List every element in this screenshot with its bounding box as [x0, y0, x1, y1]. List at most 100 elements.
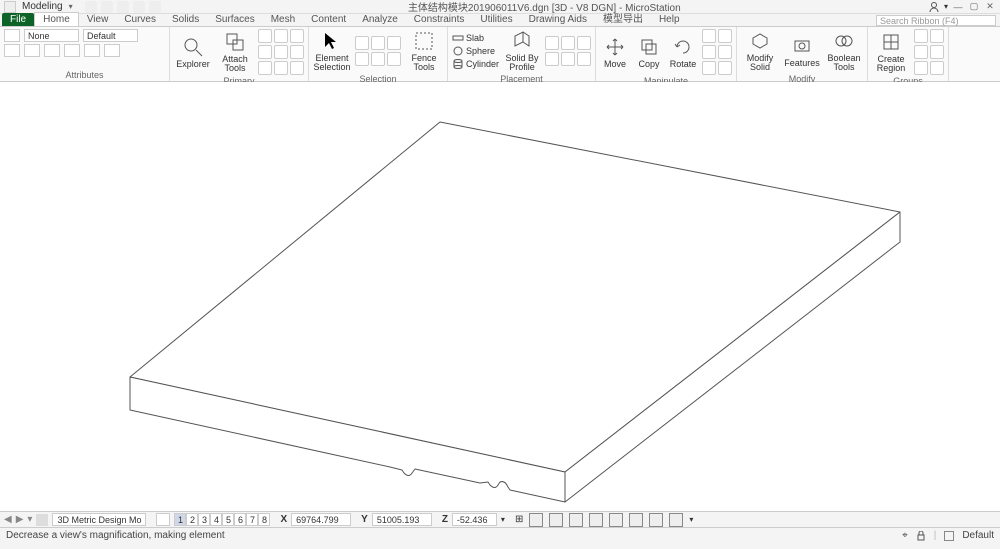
sel-rect-icon[interactable] [355, 36, 369, 50]
manip-tool-3[interactable] [702, 45, 716, 59]
view-cube-8[interactable] [669, 513, 683, 527]
view-num-5[interactable]: 5 [222, 513, 234, 526]
view-num-1[interactable]: 1 [174, 513, 186, 526]
manip-tool-6[interactable] [718, 61, 732, 75]
groups-tool-1[interactable] [914, 29, 928, 43]
view-num-6[interactable]: 6 [234, 513, 246, 526]
tab-analyze[interactable]: Analyze [354, 13, 406, 26]
primary-tool-9[interactable] [290, 61, 304, 75]
color-picker[interactable] [4, 44, 20, 57]
accudraw-icon[interactable]: ⊞ [515, 514, 523, 525]
view-canvas[interactable] [0, 82, 1000, 511]
tab-home[interactable]: Home [34, 12, 79, 26]
y-coord[interactable]: 51005.193 [372, 513, 432, 526]
sel-block-icon[interactable] [371, 52, 385, 66]
class-picker[interactable] [64, 44, 80, 57]
attach-tools-button[interactable]: Attach Tools [216, 30, 254, 74]
level-dropdown[interactable]: None [24, 29, 79, 42]
x-coord[interactable]: 69764.799 [291, 513, 351, 526]
tab-utilities[interactable]: Utilities [472, 13, 520, 26]
primary-tool-4[interactable] [258, 45, 272, 59]
view-num-8[interactable]: 8 [258, 513, 270, 526]
groups-tool-3[interactable] [914, 45, 928, 59]
sel-circle-icon[interactable] [371, 36, 385, 50]
view-cube-3[interactable] [569, 513, 583, 527]
viewbar-chevron-icon[interactable]: ▾ [689, 515, 693, 524]
nav-drop-icon[interactable]: ▾ [27, 514, 32, 525]
search-ribbon-input[interactable]: Search Ribbon (F4) [876, 15, 996, 26]
primary-tool-5[interactable] [274, 45, 288, 59]
model-dropdown[interactable]: 3D Metric Design Mo [52, 513, 146, 526]
view-cube-5[interactable] [609, 513, 623, 527]
tab-surfaces[interactable]: Surfaces [207, 13, 262, 26]
boolean-tools-button[interactable]: Boolean Tools [825, 29, 863, 73]
view-cube-1[interactable] [529, 513, 543, 527]
primary-tool-7[interactable] [258, 61, 272, 75]
copy-button[interactable]: Copy [634, 30, 664, 74]
view-cube-4[interactable] [589, 513, 603, 527]
tab-drawing-aids[interactable]: Drawing Aids [521, 13, 595, 26]
place-tool-4[interactable] [545, 52, 559, 66]
transparency-picker[interactable] [84, 44, 100, 57]
view-cube-6[interactable] [629, 513, 643, 527]
sel-line-icon[interactable] [355, 52, 369, 66]
style-dropdown[interactable]: Default [83, 29, 138, 42]
primary-tool-2[interactable] [274, 29, 288, 43]
lineweight-picker[interactable] [24, 44, 40, 57]
sel-lasso-icon[interactable] [387, 52, 401, 66]
place-tool-5[interactable] [561, 52, 575, 66]
groups-tool-4[interactable] [930, 45, 944, 59]
file-tab[interactable]: File [2, 13, 34, 26]
tab-curves[interactable]: Curves [116, 13, 164, 26]
sphere-button[interactable]: Sphere [452, 45, 499, 57]
priority-picker[interactable] [104, 44, 120, 57]
qat-undo-icon[interactable] [117, 1, 129, 13]
tab-view[interactable]: View [79, 13, 117, 26]
coord-chevron-icon[interactable]: ▾ [501, 515, 505, 524]
modify-solid-button[interactable]: Modify Solid [741, 29, 779, 73]
qat-redo-icon[interactable] [133, 1, 145, 13]
manip-tool-2[interactable] [718, 29, 732, 43]
rotate-button[interactable]: Rotate [668, 30, 698, 74]
tab-solids[interactable]: Solids [164, 13, 207, 26]
place-tool-2[interactable] [561, 36, 575, 50]
view-window-icon[interactable] [156, 513, 170, 526]
features-button[interactable]: Features [783, 29, 821, 73]
z-coord[interactable]: -52.436 [452, 513, 497, 526]
view-cube-7[interactable] [649, 513, 663, 527]
nav-back-icon[interactable]: ◀ [4, 514, 12, 525]
manip-tool-5[interactable] [702, 61, 716, 75]
element-selection-button[interactable]: Element Selection [313, 29, 351, 73]
qat-print-icon[interactable] [149, 1, 161, 13]
view-num-4[interactable]: 4 [210, 513, 222, 526]
status-snap-icon[interactable]: ⌖ [902, 530, 908, 541]
view-num-7[interactable]: 7 [246, 513, 258, 526]
view-num-3[interactable]: 3 [198, 513, 210, 526]
lock-icon[interactable] [916, 531, 926, 541]
linestyle-picker[interactable] [44, 44, 60, 57]
primary-tool-3[interactable] [290, 29, 304, 43]
user-icon[interactable] [928, 1, 940, 13]
tab-model-export[interactable]: 模型导出 [595, 9, 651, 26]
qat-save-icon[interactable] [101, 1, 113, 13]
sel-poly-icon[interactable] [387, 36, 401, 50]
workflow-dropdown[interactable]: Modeling [18, 1, 67, 12]
minimize-button[interactable]: — [952, 2, 964, 12]
dropdown-chevron-icon[interactable]: ▾ [69, 2, 73, 11]
move-button[interactable]: Move [600, 30, 630, 74]
solid-by-profile-button[interactable]: Solid By Profile [503, 29, 541, 73]
create-region-button[interactable]: Create Region [872, 30, 910, 74]
status-level[interactable]: Default [962, 530, 994, 541]
explorer-button[interactable]: Explorer [174, 30, 212, 74]
level-icon[interactable] [4, 29, 20, 42]
groups-tool-5[interactable] [914, 61, 928, 75]
maximize-button[interactable]: ▢ [968, 2, 980, 12]
qat-open-icon[interactable] [85, 1, 97, 13]
place-tool-3[interactable] [577, 36, 591, 50]
tab-help[interactable]: Help [651, 13, 688, 26]
fence-tools-button[interactable]: Fence Tools [405, 29, 443, 73]
place-tool-1[interactable] [545, 36, 559, 50]
tab-mesh[interactable]: Mesh [263, 13, 303, 26]
primary-tool-6[interactable] [290, 45, 304, 59]
groups-tool-2[interactable] [930, 29, 944, 43]
